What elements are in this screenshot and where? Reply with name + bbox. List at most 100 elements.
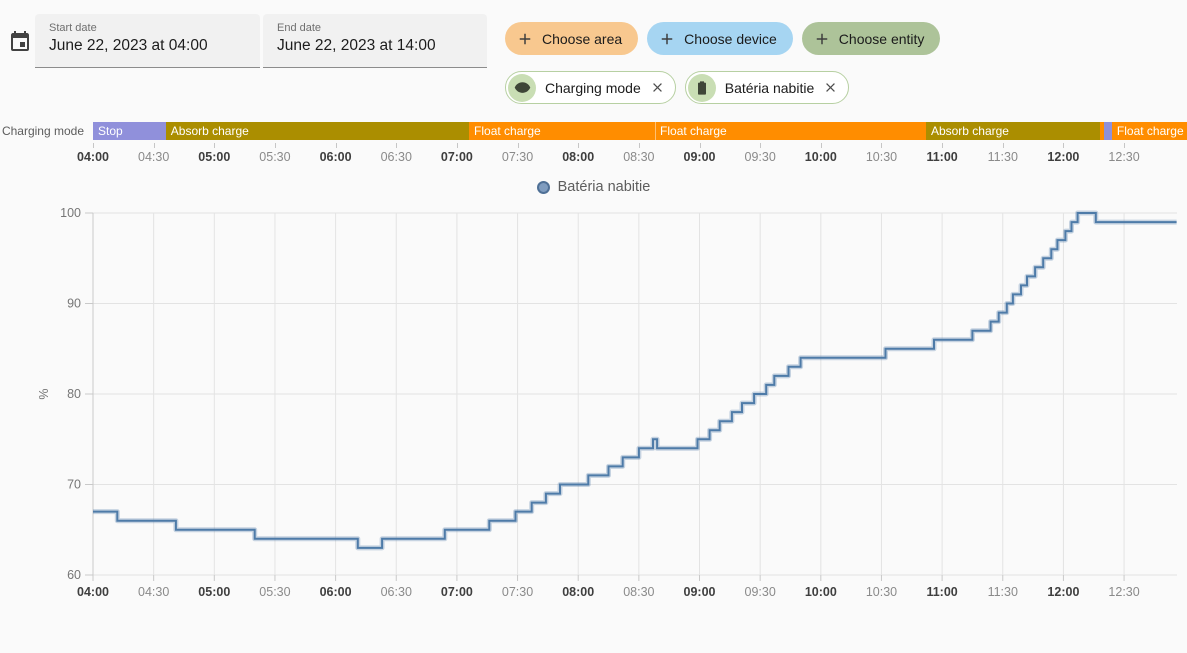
legend-label: Batéria nabitie	[557, 179, 651, 195]
close-icon[interactable]	[823, 80, 838, 95]
eye-icon	[508, 73, 536, 102]
timeline-axis-tick	[517, 143, 519, 148]
chart-y-label: 100	[60, 206, 81, 220]
timeline-axis-label: 05:00	[198, 150, 231, 164]
timeline-axis-tick	[93, 143, 94, 148]
timeline-axis-label: 12:30	[1108, 150, 1140, 164]
timeline-axis-label: 12:00	[1047, 150, 1080, 164]
end-date-field[interactable]: End date June 22, 2023 at 14:00	[263, 14, 487, 68]
chart-x-label: 11:30	[988, 585, 1018, 599]
calendar-icon-button[interactable]	[8, 30, 32, 54]
chart-x-label: 12:30	[1108, 585, 1139, 599]
timeline-axis: 04:00 04:30 05:00 05:30 06:00 06:30 07:00 07:30…	[0, 143, 1187, 169]
chart-y-label: 90	[67, 297, 81, 311]
chart-x-label: 10:30	[866, 585, 897, 599]
timeline-segment-float-charge[interactable]: Float charge	[655, 122, 926, 140]
start-date-label: Start date	[49, 22, 97, 34]
chart-y-axis-title: %	[37, 388, 51, 399]
chart-x-label: 05:00	[198, 585, 230, 599]
plus-icon	[516, 30, 534, 48]
timeline-axis-tick	[638, 143, 640, 148]
timeline-axis-label: 09:00	[683, 150, 716, 164]
chart-x-label: 06:30	[381, 585, 412, 599]
choose-device-label: Choose device	[684, 30, 777, 47]
chart-x-label: 10:00	[805, 585, 837, 599]
timeline-axis-label: 08:30	[623, 150, 655, 164]
timeline-axis-tick	[760, 143, 762, 148]
close-icon[interactable]	[650, 80, 665, 95]
timeline-axis-tick	[881, 143, 883, 148]
choose-entity-label: Choose entity	[838, 30, 925, 47]
chart-x-label: 06:00	[320, 585, 352, 599]
end-date-label: End date	[277, 22, 322, 34]
chart-x-label: 05:30	[259, 585, 290, 599]
timeline-axis-label: 07:00	[440, 150, 473, 164]
selected-filter-chips: Charging mode Batéria nabitie	[505, 71, 850, 104]
battery-line-halo	[93, 210, 1177, 551]
timeline-axis-label: 06:30	[380, 150, 412, 164]
calendar-icon	[8, 31, 32, 57]
timeline-axis-label: 10:00	[804, 150, 837, 164]
timeline-axis-tick	[396, 143, 398, 148]
start-date-value: June 22, 2023 at 04:00	[49, 37, 208, 54]
timeline-axis-tick	[942, 143, 944, 148]
charging-mode-filter-label: Charging mode	[545, 79, 641, 96]
timeline-axis-tick	[456, 143, 458, 148]
chart-x-label: 09:00	[684, 585, 716, 599]
timeline-bar: Stop Absorb charge Float charge Float charg…	[93, 122, 1187, 140]
chart-x-label: 07:30	[502, 585, 533, 599]
timeline-axis-tick	[578, 143, 580, 148]
choose-area-chip[interactable]: Choose area	[505, 22, 639, 55]
chart-x-label: 08:30	[623, 585, 654, 599]
timeline-axis-label: 06:00	[319, 150, 352, 164]
timeline-axis-tick	[820, 143, 822, 148]
bateria-nabitie-filter-chip[interactable]: Batéria nabitie	[684, 71, 850, 104]
chart-y-label: 80	[67, 387, 81, 401]
timeline-segment-absorb-charge[interactable]: Absorb charge	[925, 122, 1100, 140]
timeline-segment-absorb-charge[interactable]: Absorb charge	[165, 122, 470, 140]
charging-mode-filter-chip[interactable]: Charging mode	[505, 71, 676, 104]
timeline-axis-tick	[153, 143, 155, 148]
timeline-axis-label: 08:00	[562, 150, 595, 164]
timeline-axis-tick	[1124, 143, 1126, 148]
chart-y-label: 70	[67, 478, 81, 492]
history-chart[interactable]: 60 70 80 90 100 04:00 04:30 05:00 05:30 06:00 06:3…	[0, 200, 1187, 605]
chart-x-label: 11:00	[926, 585, 957, 599]
battery-icon	[687, 73, 716, 102]
timeline-axis-label: 11:30	[987, 150, 1018, 164]
bateria-nabitie-filter-label: Batéria nabitie	[724, 79, 815, 96]
start-date-field[interactable]: Start date June 22, 2023 at 04:00	[35, 14, 260, 68]
plus-icon	[658, 30, 676, 48]
timeline-axis-tick	[699, 143, 701, 148]
timeline-axis-label: 10:30	[865, 150, 898, 164]
chart-legend[interactable]: Batéria nabitie	[0, 179, 1187, 195]
timeline-axis-tick	[1063, 143, 1065, 148]
timeline-segment-float-charge[interactable]: Float charge	[469, 122, 656, 140]
chart-y-label: 60	[67, 568, 81, 582]
timeline-axis-label: 09:30	[744, 150, 776, 164]
battery-line	[93, 212, 1177, 549]
end-date-value: June 22, 2023 at 14:00	[277, 37, 436, 54]
timeline-axis-tick	[274, 143, 276, 148]
timeline-axis-label: 05:30	[259, 150, 291, 164]
timeline-segment-stop[interactable]	[1103, 122, 1112, 140]
add-filter-chips: Choose area Choose device Choose entity	[505, 22, 941, 55]
timeline-axis-tick	[335, 143, 337, 148]
timeline-axis-label: 07:30	[501, 150, 534, 164]
chart-x-label: 09:30	[745, 585, 776, 599]
legend-marker	[536, 180, 550, 194]
chart-x-label: 04:30	[138, 585, 169, 599]
choose-entity-chip[interactable]: Choose entity	[801, 22, 941, 55]
chart-x-label: 07:00	[441, 585, 473, 599]
choose-device-chip[interactable]: Choose device	[647, 22, 793, 55]
timeline-segment-stop[interactable]: Stop	[93, 122, 166, 140]
timeline-segment-float-charge[interactable]: Float charge	[1111, 122, 1187, 140]
timeline-entity-label: Charging mode	[1, 124, 84, 138]
timeline-axis-label: 04:30	[138, 150, 170, 164]
chart-x-label: 12:00	[1047, 585, 1079, 599]
timeline-axis-label: 04:00	[77, 150, 109, 164]
timeline-axis-tick	[1002, 143, 1004, 148]
timeline-axis-label: 11:00	[926, 150, 958, 164]
timeline-segment-float-charge[interactable]	[1099, 122, 1104, 140]
